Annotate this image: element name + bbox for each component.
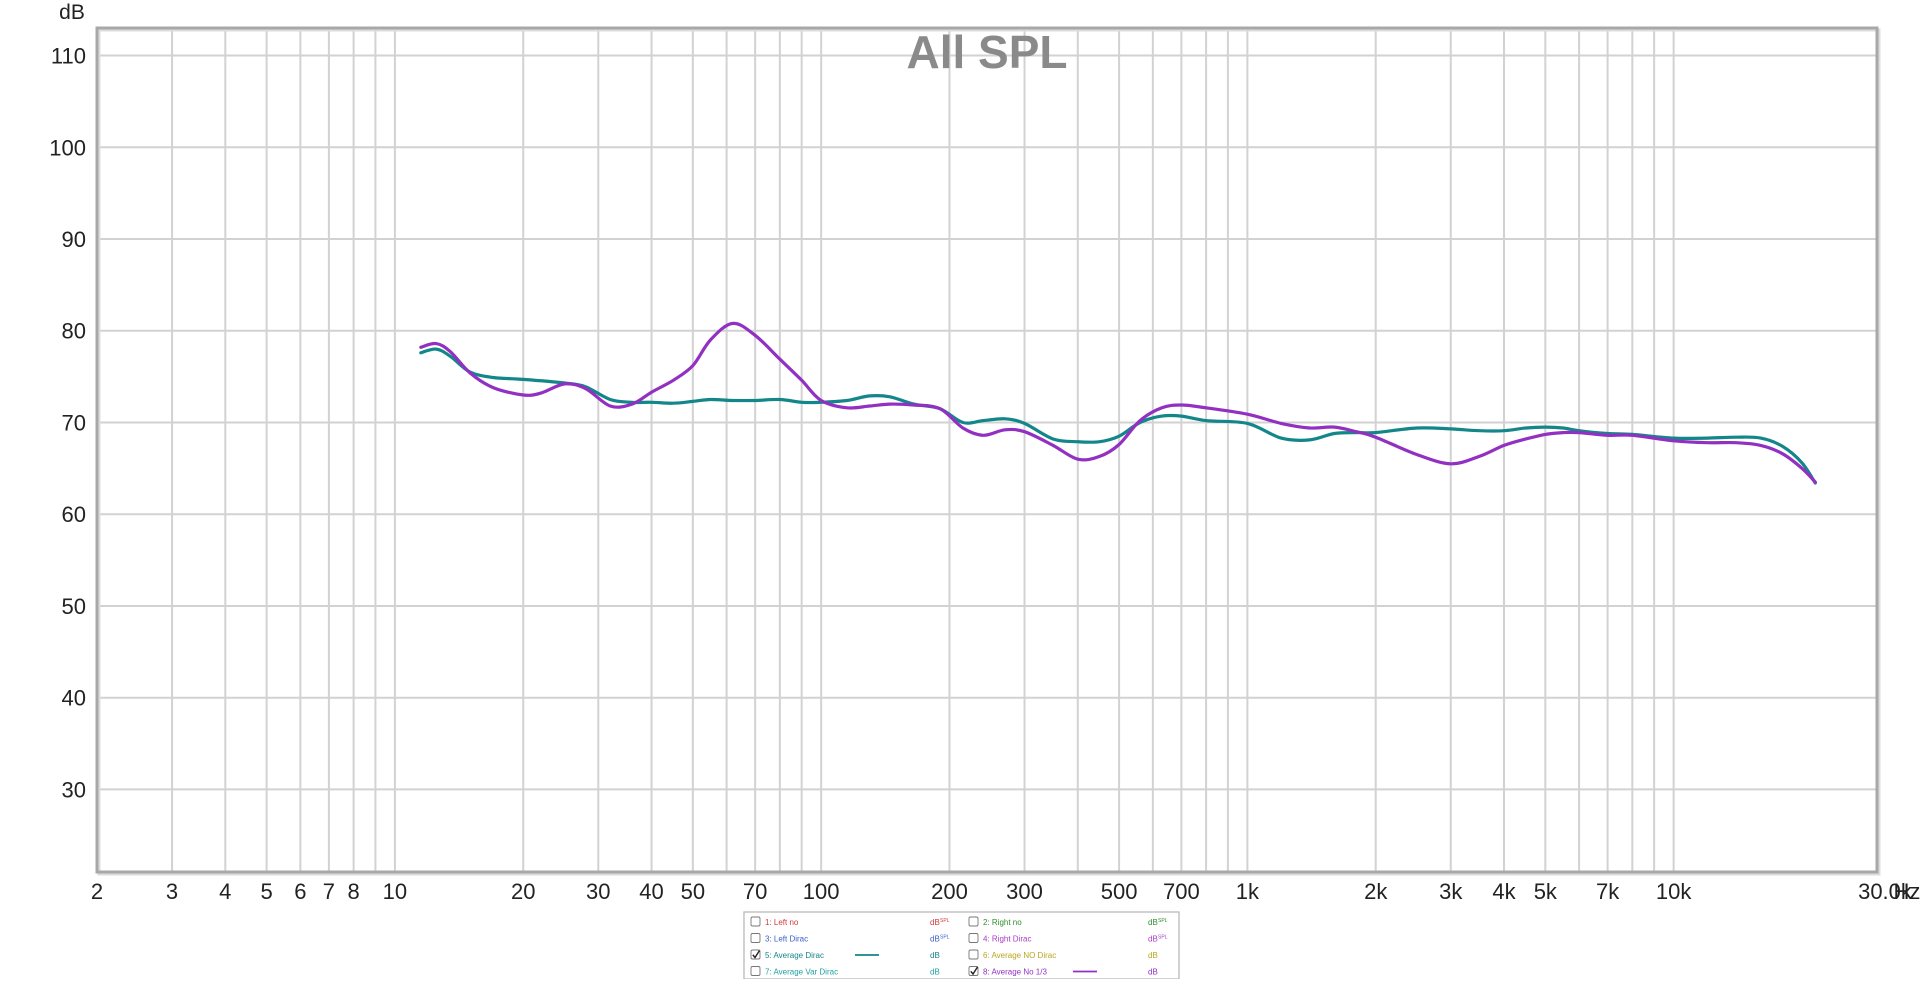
plot-frame [95,26,1881,876]
plot-frame-shadow [97,28,1881,876]
legend-item-unit-sup: SPL [940,935,950,941]
legend-item-unit: dB [930,918,940,927]
legend-checkmark-icon [752,950,761,959]
legend-item-label: 3: Left Dirac [765,935,808,944]
y-tick-label: 30 [62,777,86,802]
legend-checkbox[interactable] [750,966,761,976]
legend-item-unit: dB [1148,935,1158,944]
x-tick-label: 10k [1656,879,1692,904]
x-tick-labels: 2 3 4 5 6 7 8 10 20 30 40 50 70 100 200 300 500 700 1k 2k 3k… [91,879,1913,904]
y-tick-label: 100 [49,135,86,160]
legend-item-label: 1: Left no [765,918,799,927]
legend-item-unit: dB [930,968,940,977]
x-tick-label: 100 [803,879,840,904]
legend-item-unit-sup: SPL [1158,935,1168,941]
y-tick-label: 60 [62,502,86,527]
legend-item-unit-sup: SPL [940,918,950,924]
x-tick-label: 20 [511,879,535,904]
x-tick-label: 7 [323,879,335,904]
x-tick-label: 30 [586,879,610,904]
x-tick-label: 5k [1534,879,1558,904]
legend-item-label: 5: Average Dirac [765,951,824,960]
series-lines [419,321,1817,485]
x-tick-label: 700 [1163,879,1200,904]
chart-title: All SPL [906,26,1067,78]
grid-layer [96,28,1878,872]
x-tick-label: 1k [1236,879,1260,904]
y-tick-label: 80 [62,319,86,344]
x-tick-label: 6 [294,879,306,904]
x-tick-label: 2k [1364,879,1388,904]
legend-checkbox[interactable] [968,916,979,927]
y-axis-unit-label: dB [59,1,85,24]
x-tick-label: 500 [1101,879,1138,904]
legend-checkbox[interactable] [750,916,761,927]
x-tick-label: 50 [681,879,705,904]
legend-checkbox[interactable] [968,949,979,960]
legend-item-label: 8: Average No 1/3 [983,968,1047,977]
legend-checkmark-icon [970,966,979,976]
y-tick-label: 110 [51,44,86,69]
legend-checkbox[interactable] [968,933,979,943]
y-tick-label: 70 [62,410,86,435]
legend-checkbox[interactable] [750,933,761,943]
legend-item-unit: dB [1148,918,1158,927]
series-line-5-average-dirac [419,347,1817,485]
x-axis-unit-label: Hz [1894,879,1920,904]
legend-item-unit-sup: SPL [1158,918,1168,924]
legend-box [743,911,1180,980]
y-tick-label: 90 [62,227,86,252]
x-tick-label: 30.0k [1858,879,1913,904]
legend-item-label: 4: Right Dirac [983,935,1031,944]
legend-item-unit: dB [1148,968,1158,977]
x-tick-label: 200 [931,879,968,904]
legend-item-label: 7: Average Var Dirac [765,968,838,977]
x-tick-label: 4k [1492,879,1516,904]
x-tick-label: 4 [219,879,231,904]
y-tick-label: 50 [62,594,86,619]
x-tick-label: 40 [639,879,663,904]
legend-item-label: 2: Right no [983,918,1022,927]
plot-frame-border [95,26,1879,874]
x-tick-label: 3 [166,879,178,904]
x-tick-label: 10 [383,879,407,904]
legend-item-label: 6: Average NO Dirac [983,951,1056,960]
legend-item-unit: dB [1148,951,1158,960]
x-tick-label: 5 [260,879,272,904]
x-tick-label: 300 [1006,879,1043,904]
x-tick-label: 70 [743,879,767,904]
x-tick-label: 8 [347,879,359,904]
x-tick-label: 3k [1439,879,1463,904]
plot-background [97,28,1877,872]
x-tick-label: 2 [91,879,103,904]
legend-item-unit: dB [930,951,940,960]
legend-item-unit: dB [930,935,940,944]
series-line-8-average-no-1-3 [419,321,1817,484]
y-tick-labels: 30 40 50 60 70 80 90 100 110 [49,44,86,803]
y-tick-label: 40 [62,686,86,711]
x-tick-label: 7k [1596,879,1620,904]
